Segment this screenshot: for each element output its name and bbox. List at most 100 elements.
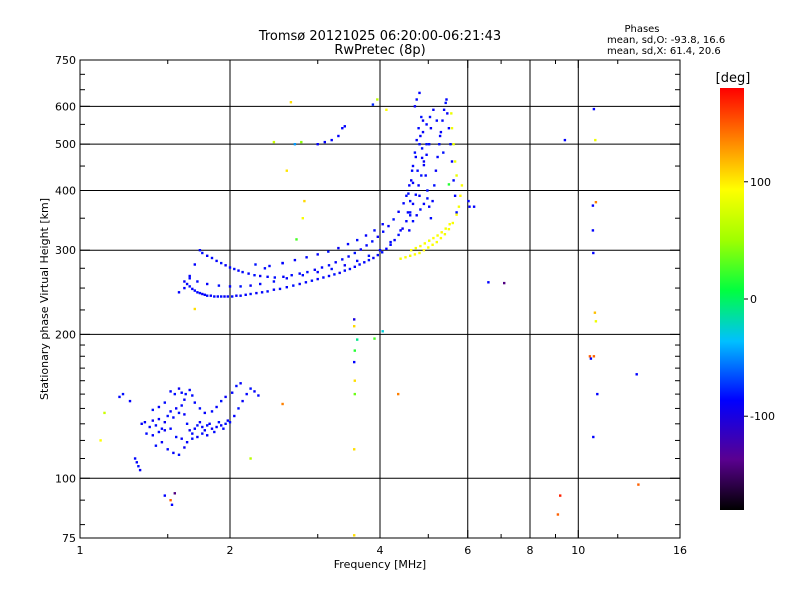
x-tick-label: 6 [464,544,471,557]
data-point [439,236,443,240]
data-point [206,282,209,286]
data-point [128,399,132,403]
data-point [409,211,412,214]
y-tick-label: 500 [55,138,76,151]
data-point [145,432,148,435]
y-tick-label: 75 [62,532,76,545]
data-point [203,429,206,432]
data-point [411,181,415,185]
data-point [431,243,434,246]
data-point [338,271,341,275]
data-point [185,282,189,286]
data-point [411,220,415,223]
data-point [385,247,388,250]
data-point [285,277,288,280]
data-point [385,108,388,111]
data-point [440,231,443,234]
data-point [151,408,154,412]
data-point [381,223,384,226]
data-point [327,250,330,253]
data-point [435,119,438,122]
y-tick-label: 300 [55,244,76,257]
data-point [468,205,471,208]
data-point [414,193,417,196]
data-point [206,294,209,297]
data-point [196,435,199,439]
data-point [215,405,218,409]
data-point [327,274,331,278]
data-point [272,288,276,291]
data-point [272,280,276,283]
data-point [169,410,172,413]
data-point [188,277,191,280]
data-point [435,240,438,244]
data-point [263,267,267,270]
info-heading: Phases [624,24,659,35]
chart-title: Tromsø 20121025 06:20:00-06:21:43 [258,29,501,44]
data-point [376,253,379,257]
data-point [453,160,457,163]
data-point [592,355,596,358]
data-point [285,286,288,289]
x-tick-label: 10 [571,544,585,557]
y-tick-label: 400 [55,184,76,197]
data-point [399,257,402,260]
data-point [413,151,417,154]
data-point [417,127,420,130]
data-point [382,230,385,233]
data-point [353,448,356,451]
data-point [428,205,431,208]
data-point [253,390,256,393]
data-point [592,107,596,111]
data-point [439,130,443,134]
data-point [410,179,413,182]
data-point [278,287,282,291]
data-point [419,134,422,138]
data-point [343,269,346,272]
data-point [397,210,400,213]
data-point [408,184,411,187]
data-point [285,169,288,172]
data-point [191,394,194,397]
data-point [422,160,426,163]
data-point [266,290,269,293]
data-point [228,266,232,269]
data-point [99,439,102,442]
data-point [188,285,191,288]
colorbar-tick-label: 0 [750,293,757,306]
data-point [365,244,368,247]
data-point [347,255,350,258]
data-point [455,213,458,216]
data-point [233,267,236,271]
data-point [259,282,262,286]
data-point [293,258,297,262]
data-point [173,392,176,396]
data-point [413,253,417,256]
chart-subtitle: RwPretec (8p) [334,43,425,58]
data-point [177,387,181,390]
data-point [235,294,238,297]
data-point [249,284,252,287]
data-point [460,184,464,187]
data-point [103,411,106,415]
data-point [341,127,344,130]
data-point [231,295,234,298]
data-point [177,411,181,415]
data-point [166,414,169,418]
data-point [224,422,227,425]
data-point [420,174,423,177]
data-point [426,189,429,192]
data-point [376,98,379,101]
data-point [237,407,240,410]
data-point [429,217,433,220]
y-tick-label: 200 [55,328,76,341]
data-point [172,451,175,455]
data-point [244,293,247,296]
colorbar-label: [deg] [716,71,751,86]
data-point [133,457,137,460]
data-point [300,140,303,144]
data-point [237,269,240,272]
data-point [387,224,390,228]
data-point [438,134,442,138]
data-point [411,202,415,206]
